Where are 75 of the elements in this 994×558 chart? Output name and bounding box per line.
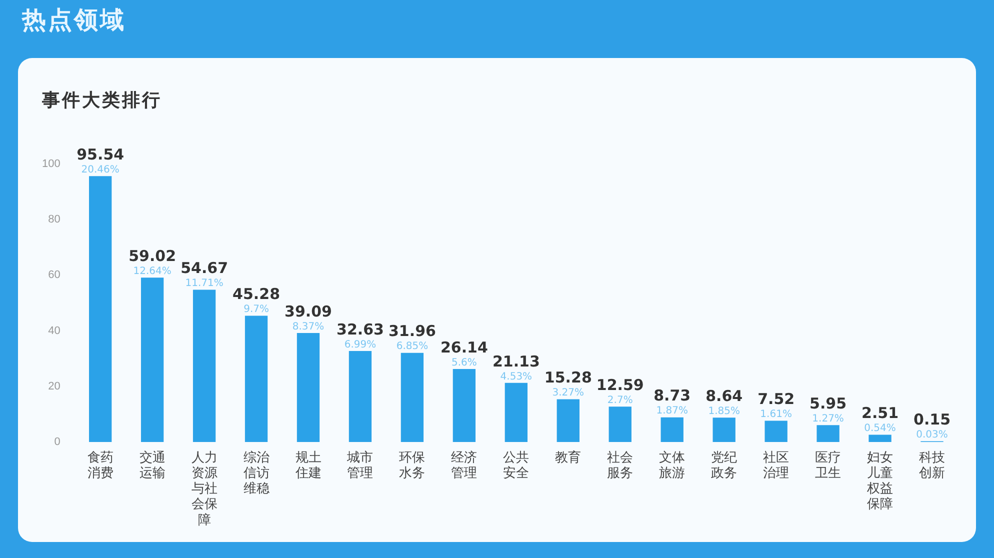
- bar: [192, 290, 216, 442]
- data-label: 95.54: [76, 145, 124, 164]
- x-tick-label: 文体旅游: [659, 449, 686, 480]
- y-tick-label: 20: [48, 380, 60, 392]
- annotation: 1.61%: [760, 409, 792, 420]
- annotation: 12.64%: [133, 266, 172, 277]
- bar: [868, 434, 892, 442]
- data-label: 7.52: [758, 390, 795, 408]
- bar: [89, 176, 112, 442]
- annotation: 1.27%: [812, 413, 844, 424]
- annotation: 9.7%: [244, 304, 269, 316]
- x-tick-label: 医疗卫生: [815, 449, 842, 480]
- x-tick-label: 科技创新: [919, 449, 946, 480]
- data-label: 15.28: [544, 368, 592, 387]
- bar: [816, 425, 840, 442]
- x-tick-label: 社会服务: [607, 449, 634, 480]
- x-tick-label: 城市管理: [346, 449, 374, 480]
- annotation: 1.85%: [708, 406, 740, 417]
- annotation: 2.7%: [607, 395, 633, 406]
- data-label: 45.28: [232, 285, 280, 304]
- data-label: 8.64: [706, 386, 743, 405]
- chart-subtitle: 事件大类排行: [42, 89, 162, 112]
- annotation: 6.85%: [396, 341, 428, 352]
- annotation: 4.53%: [500, 371, 532, 382]
- bar: [504, 382, 528, 442]
- data-label: 8.73: [654, 386, 691, 405]
- data-label: 2.51: [862, 404, 899, 422]
- x-tick-label: 食药消费: [87, 449, 114, 480]
- x-tick-label: 综治信访维稳: [243, 449, 270, 496]
- annotation: 6.99%: [344, 339, 376, 350]
- bar: [348, 350, 372, 442]
- x-tick-label: 妇女儿童权益保障: [866, 449, 894, 512]
- bar: [244, 316, 268, 442]
- data-label: 21.13: [492, 352, 540, 370]
- annotation: 8.37%: [292, 321, 324, 332]
- x-tick-label: 教育: [555, 449, 582, 464]
- x-tick-label: 环保水务: [399, 449, 426, 480]
- bar: [712, 418, 736, 442]
- bar: [764, 420, 788, 442]
- data-label: 59.02: [128, 246, 176, 265]
- bar: [452, 369, 476, 442]
- bar: [556, 399, 580, 442]
- annotation: 1.87%: [656, 406, 688, 417]
- data-label: 0.15: [914, 410, 951, 429]
- y-tick-label: 40: [48, 324, 60, 337]
- annotation: 0.03%: [916, 430, 948, 441]
- data-label: 39.09: [284, 302, 332, 320]
- bar: [296, 333, 320, 442]
- y-tick-label: 100: [42, 158, 60, 170]
- bar: [400, 352, 424, 442]
- x-tick-label: 社区治理: [763, 449, 790, 480]
- bar: [140, 278, 164, 442]
- x-tick-label: 公共安全: [503, 449, 530, 480]
- data-label: 26.14: [440, 338, 488, 356]
- annotation: 0.54%: [864, 423, 896, 434]
- x-tick-label: 经济管理: [451, 449, 478, 480]
- data-label: 32.63: [336, 320, 384, 338]
- x-tick-label: 规土住建: [294, 449, 322, 480]
- y-tick-label: 80: [48, 214, 60, 226]
- x-tick-label: 交通运输: [139, 449, 166, 480]
- chart-title: 热点领域: [22, 5, 126, 36]
- annotation: 20.46%: [81, 164, 120, 176]
- annotation: 11.71%: [185, 278, 224, 290]
- y-tick-label: 0: [54, 436, 60, 448]
- bar: [660, 417, 684, 442]
- data-label: 12.59: [596, 376, 644, 394]
- annotation: 3.27%: [552, 388, 584, 399]
- annotation: 5.6%: [451, 357, 477, 368]
- data-label: 31.96: [388, 322, 436, 340]
- x-tick-label: 人力资源与社会保障: [191, 449, 218, 527]
- data-label: 54.67: [180, 259, 228, 278]
- bar: [608, 406, 632, 442]
- data-label: 5.95: [810, 394, 847, 412]
- y-tick-label: 60: [48, 269, 60, 282]
- x-tick-label: 党纪政务: [711, 449, 738, 480]
